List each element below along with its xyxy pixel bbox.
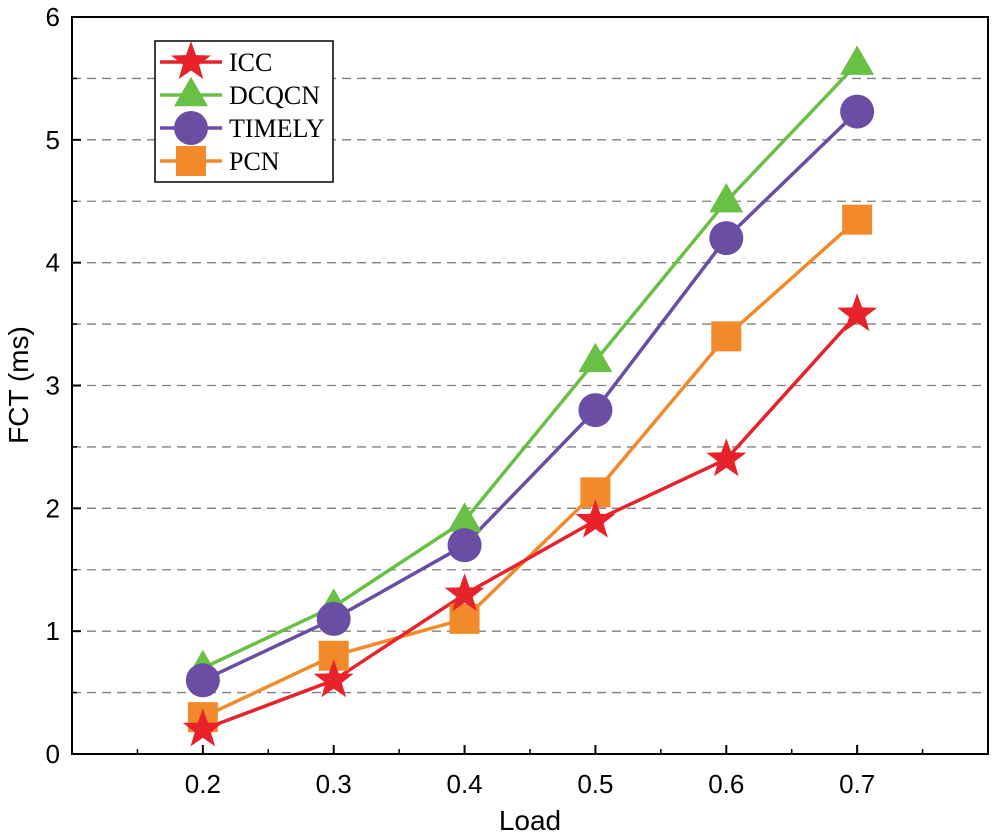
- series-line-pcn: [202, 218, 859, 719]
- y-tick-label: 2: [46, 493, 60, 523]
- y-tick-label: 6: [46, 2, 60, 32]
- series-line-dcqcn: [202, 62, 859, 670]
- data-point-timely: [578, 393, 613, 428]
- legend-label-timely: TIMELY: [229, 114, 325, 143]
- data-point-pcn: [711, 321, 742, 352]
- legend-marker-dcqcn: [174, 76, 208, 107]
- data-point-timely: [709, 221, 744, 256]
- data-point-icc: [313, 659, 354, 698]
- legend-marker-pcn: [176, 146, 206, 176]
- legend-marker-timely: [174, 111, 208, 145]
- y-tick-label: 1: [46, 616, 60, 646]
- x-tick-label: 0.7: [839, 769, 875, 799]
- y-axis-ticks: 0 1 2 3 4 5 6: [46, 2, 81, 769]
- data-point-dcqcn: [578, 342, 613, 373]
- legend-marker-icc: [171, 41, 211, 79]
- data-point-timely: [316, 601, 351, 636]
- y-axis-label: FCT (ms): [3, 326, 34, 444]
- x-tick-label: 0.5: [577, 769, 613, 799]
- series-line-icc: [202, 313, 859, 732]
- data-point-dcqcn: [840, 45, 875, 75]
- x-tick-label: 0.3: [316, 769, 352, 799]
- x-tick-label: 0.4: [446, 769, 482, 799]
- y-tick-label: 5: [46, 125, 60, 155]
- data-point-pcn: [842, 204, 873, 235]
- data-point-dcqcn: [709, 183, 744, 213]
- legend-label-icc: ICC: [229, 48, 272, 77]
- x-axis-label: Load: [499, 805, 561, 836]
- series-markers: [182, 45, 878, 747]
- series-lines: [202, 62, 859, 732]
- data-point-timely: [840, 94, 875, 129]
- data-point-icc: [575, 499, 616, 538]
- data-point-icc: [182, 708, 223, 747]
- data-point-icc: [706, 438, 747, 477]
- y-tick-label: 4: [46, 248, 60, 278]
- legend-label-pcn: PCN: [229, 147, 280, 176]
- y-tick-label: 3: [46, 371, 60, 401]
- data-point-icc: [444, 573, 485, 612]
- data-point-icc: [837, 293, 878, 332]
- series-line-timely: [202, 110, 859, 682]
- y-tick-label: 0: [46, 739, 60, 769]
- legend: ICC DCQCN TIMELY PCN: [154, 40, 334, 183]
- legend-label-dcqcn: DCQCN: [229, 81, 320, 110]
- x-tick-label: 0.2: [185, 769, 221, 799]
- x-axis-ticks: 0.2 0.3 0.4 0.5 0.6 0.7: [136, 745, 924, 799]
- x-tick-label: 0.6: [708, 769, 744, 799]
- data-point-dcqcn: [447, 502, 482, 532]
- data-point-timely: [447, 528, 482, 563]
- data-point-timely: [185, 663, 220, 698]
